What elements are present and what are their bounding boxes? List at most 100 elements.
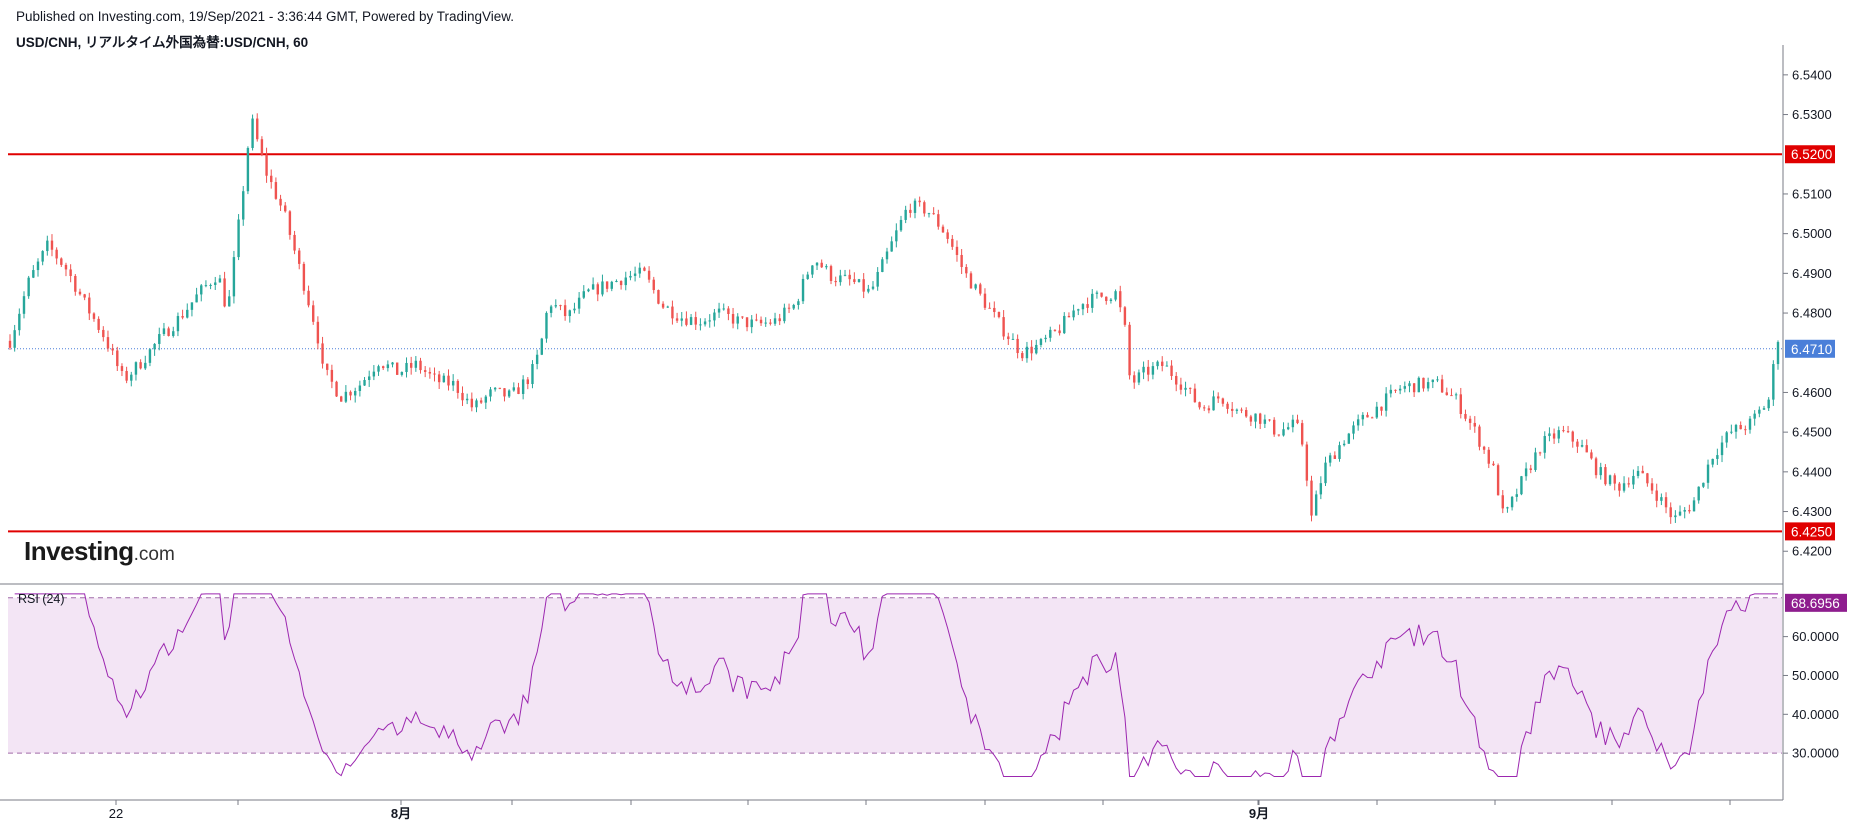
candle-body: [223, 278, 226, 307]
candle-body: [1137, 372, 1141, 383]
candle-body: [1002, 317, 1005, 337]
candle-body: [284, 205, 287, 212]
candle-body: [848, 274, 851, 280]
candle-body: [1338, 445, 1341, 459]
candle-body: [172, 331, 175, 336]
candle-body: [1613, 475, 1616, 484]
candle-body: [1380, 406, 1383, 411]
candle-body: [214, 282, 217, 285]
x-tick-label: 8月: [391, 806, 411, 821]
candle-body: [1240, 409, 1243, 411]
candle-body: [251, 118, 254, 148]
candle-body: [1170, 365, 1173, 376]
candle-body: [493, 387, 497, 390]
candle-body: [437, 374, 441, 383]
candle-body: [428, 371, 432, 374]
candle-body: [773, 318, 777, 324]
candle-body: [381, 366, 385, 369]
y-tick-label: 6.4500: [1792, 425, 1832, 440]
candle-body: [666, 306, 669, 308]
candle-body: [1235, 409, 1239, 411]
candle-body: [326, 363, 329, 370]
candle-body: [750, 319, 753, 328]
candle-body: [204, 285, 208, 287]
candle-body: [1142, 366, 1145, 373]
candle-body: [1669, 507, 1672, 518]
candle-body: [1296, 419, 1299, 424]
candle-body: [1753, 413, 1756, 419]
candle-body: [1548, 433, 1551, 437]
candle-body: [1478, 426, 1481, 447]
candle-body: [1342, 443, 1346, 446]
candle-body: [78, 291, 82, 295]
candle-body: [1632, 475, 1635, 485]
candle-body: [1245, 410, 1248, 417]
candle-body: [1384, 393, 1388, 411]
candle-body: [1445, 392, 1448, 396]
candle-body: [1011, 338, 1015, 340]
candle-body: [741, 316, 744, 318]
candle-body: [419, 360, 422, 371]
candle-body: [1356, 419, 1360, 426]
candle-body: [414, 360, 418, 368]
candle-body: [881, 259, 884, 272]
candle-body: [22, 296, 26, 314]
candle-body: [1538, 452, 1542, 454]
candle-body: [1590, 452, 1593, 459]
candle-body: [969, 273, 973, 289]
candle-body: [484, 396, 488, 403]
candle-body: [498, 387, 502, 389]
candle-body: [1179, 384, 1183, 390]
candle-body: [1739, 424, 1742, 430]
candle-body: [1044, 337, 1047, 340]
candle-body: [1636, 470, 1640, 476]
candle-body: [923, 202, 926, 214]
candle-body: [246, 147, 250, 192]
candle-body: [1203, 407, 1206, 409]
candle-body: [1697, 486, 1700, 501]
candle-body: [36, 261, 40, 271]
candle-body: [1133, 375, 1136, 383]
candle-body: [545, 312, 548, 339]
candle-body: [535, 354, 539, 365]
candle-body: [951, 238, 954, 247]
candle-body: [1688, 509, 1691, 512]
x-tick-label: 22: [109, 806, 123, 821]
candle-body: [1394, 389, 1397, 391]
candle-body: [1081, 304, 1085, 310]
y-tick-label: 6.5000: [1792, 226, 1832, 241]
candle-body: [386, 364, 390, 369]
y-tick-label: 6.4600: [1792, 385, 1832, 400]
candle-body: [890, 241, 893, 252]
candle-body: [1776, 342, 1780, 365]
candle-body: [932, 213, 935, 215]
candle-body: [619, 280, 623, 286]
candle-body: [400, 372, 404, 375]
candle-body: [1576, 441, 1579, 447]
candle-body: [675, 318, 679, 321]
candle-body: [853, 279, 856, 282]
candle-body: [643, 267, 646, 271]
candle-body: [717, 308, 721, 313]
candle-body: [1258, 413, 1262, 424]
candle-body: [200, 285, 203, 295]
candle-body: [1263, 419, 1267, 424]
candle-body: [1557, 430, 1560, 439]
candle-body: [783, 307, 786, 322]
candle-body: [335, 381, 338, 397]
candle-body: [843, 274, 847, 276]
candle-body: [1529, 468, 1532, 470]
candle-body: [433, 373, 436, 375]
candle-body: [102, 329, 105, 338]
candle-body: [629, 275, 632, 278]
candle-body: [1744, 429, 1747, 431]
candles: [8, 113, 1780, 524]
candle-body: [904, 209, 907, 220]
candle-body: [1468, 418, 1472, 423]
candle-body: [979, 284, 982, 294]
candle-body: [1058, 330, 1061, 334]
candle-body: [423, 370, 427, 372]
candle-body: [1221, 398, 1225, 404]
candle-body: [615, 280, 618, 282]
